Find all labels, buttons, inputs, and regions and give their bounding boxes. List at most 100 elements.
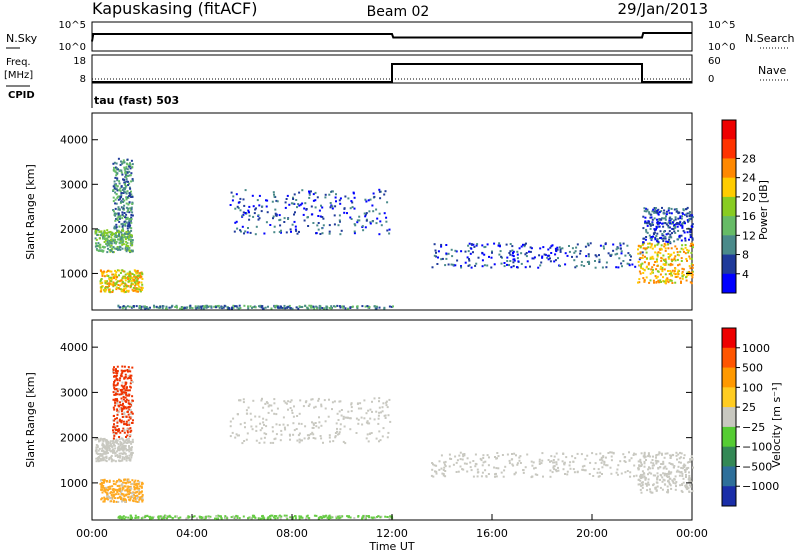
velocity-cell xyxy=(648,466,650,469)
power-cell xyxy=(131,214,134,217)
velocity-cell xyxy=(110,444,112,447)
power-cell xyxy=(252,306,255,309)
power-cell xyxy=(677,269,680,272)
power-cell xyxy=(671,232,673,235)
velocity-cell xyxy=(501,454,504,456)
velocity-cell xyxy=(121,445,124,448)
power-cell xyxy=(338,305,341,308)
velocity-cell xyxy=(118,438,121,441)
power-cell xyxy=(642,227,645,230)
power-cell xyxy=(655,210,658,213)
velocity-cell xyxy=(121,407,124,410)
velocity-cell xyxy=(124,406,127,409)
velocity-cell xyxy=(130,429,133,432)
velocity-cell xyxy=(317,397,320,400)
power-cell xyxy=(133,275,136,278)
velocity-cell xyxy=(497,455,500,458)
velocity-cell xyxy=(114,370,117,373)
velocity-cell xyxy=(683,466,685,469)
velocity-cell xyxy=(321,517,324,519)
power-cell xyxy=(447,252,450,255)
power-cell xyxy=(130,196,133,198)
power-cell xyxy=(251,194,254,197)
power-cell xyxy=(129,238,132,241)
velocity-cell xyxy=(270,409,273,412)
power-cell xyxy=(649,257,652,260)
velocity-cell xyxy=(236,515,239,518)
velocity-cell xyxy=(112,482,115,485)
velocity-cell xyxy=(112,369,115,372)
power-cell xyxy=(638,270,641,273)
velocity-cell xyxy=(647,481,650,484)
colorbar-swatch xyxy=(722,216,736,236)
velocity-cell xyxy=(309,433,312,436)
velocity-cell xyxy=(113,433,116,435)
velocity-cell xyxy=(128,405,131,408)
velocity-cell xyxy=(302,405,305,408)
velocity-cell xyxy=(282,416,285,419)
power-cell xyxy=(540,261,543,264)
power-cell xyxy=(261,205,264,208)
power-cell xyxy=(266,211,269,214)
power-cell xyxy=(659,265,662,268)
power-cell xyxy=(119,214,122,217)
power-cell xyxy=(197,306,200,309)
velocity-cell xyxy=(103,445,106,448)
power-cell xyxy=(96,244,99,247)
velocity-cell xyxy=(647,453,650,456)
power-cell xyxy=(121,234,124,237)
power-cell xyxy=(301,202,304,205)
power-cell xyxy=(647,242,649,245)
power-cell xyxy=(125,250,128,253)
velocity-cell xyxy=(255,425,258,428)
power-cell xyxy=(126,272,129,275)
velocity-cell xyxy=(609,466,612,469)
power-cell xyxy=(486,243,489,246)
power-cell xyxy=(254,233,257,236)
power-cell xyxy=(213,305,216,308)
velocity-cell xyxy=(128,423,131,426)
velocity-cell xyxy=(114,404,117,407)
velocity-cell xyxy=(457,470,460,473)
velocity-cell xyxy=(123,499,126,502)
velocity-cell xyxy=(350,406,353,409)
power-cell xyxy=(584,245,587,248)
velocity-cell xyxy=(125,436,127,438)
power-cell xyxy=(659,279,662,282)
power-cell xyxy=(460,265,462,268)
power-cell xyxy=(688,219,691,222)
velocity-cell xyxy=(97,437,100,440)
power-cell xyxy=(599,244,602,247)
power-cell xyxy=(682,268,685,271)
power-cell xyxy=(131,178,134,181)
power-cell xyxy=(518,247,521,250)
power-cell xyxy=(681,225,684,228)
power-cell xyxy=(99,234,102,237)
velocity-cell xyxy=(122,439,125,442)
velocity-cell xyxy=(599,458,602,461)
velocity-cell xyxy=(95,448,98,451)
power-cell xyxy=(656,254,659,256)
power-cell xyxy=(573,259,576,262)
velocity-cell xyxy=(235,514,238,517)
power-cell xyxy=(342,305,345,308)
power-cell xyxy=(229,204,232,206)
power-cell xyxy=(105,243,108,245)
velocity-cell xyxy=(378,397,381,400)
power-cell xyxy=(343,211,346,214)
velocity-cell xyxy=(102,450,105,453)
velocity-cell xyxy=(165,515,168,518)
velocity-cell xyxy=(615,471,618,474)
velocity-cell xyxy=(508,462,511,465)
power-cell xyxy=(108,285,110,288)
velocity-cell xyxy=(647,483,650,486)
velocity-cell xyxy=(686,488,689,491)
power-cell xyxy=(689,257,692,260)
velocity-cell xyxy=(504,465,507,468)
velocity-cell xyxy=(130,442,133,445)
freq-tick-top: 18 xyxy=(73,56,86,67)
power-cell xyxy=(665,210,668,213)
velocity-cell xyxy=(463,462,466,465)
power-cell xyxy=(628,254,631,257)
velocity-cell xyxy=(463,454,466,457)
